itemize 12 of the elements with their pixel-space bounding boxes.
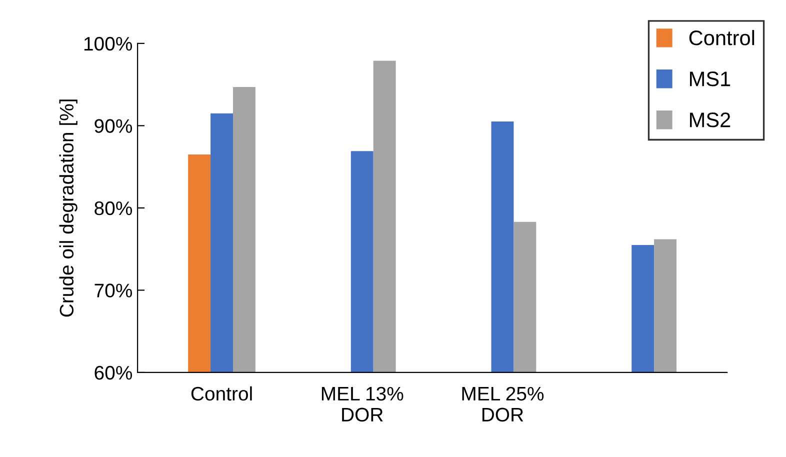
legend-label: Control bbox=[689, 30, 754, 46]
y-axis-title: Crude oil degradation [%] bbox=[59, 100, 78, 317]
y-tick-label: 70% bbox=[94, 284, 132, 298]
legend-label: MS2 bbox=[690, 112, 730, 128]
x-tick-label: Control bbox=[191, 386, 252, 401]
y-tick-label: 100% bbox=[84, 36, 132, 51]
y-tick-label: 90% bbox=[94, 119, 132, 133]
y-tick-label: 60% bbox=[94, 366, 132, 380]
x-tick-label: MEL 25% DOR bbox=[462, 386, 544, 422]
y-tick-label: 80% bbox=[94, 201, 132, 216]
x-tick-label: MEL 13% DOR bbox=[322, 386, 404, 422]
legend-label: MS1 bbox=[690, 72, 730, 86]
